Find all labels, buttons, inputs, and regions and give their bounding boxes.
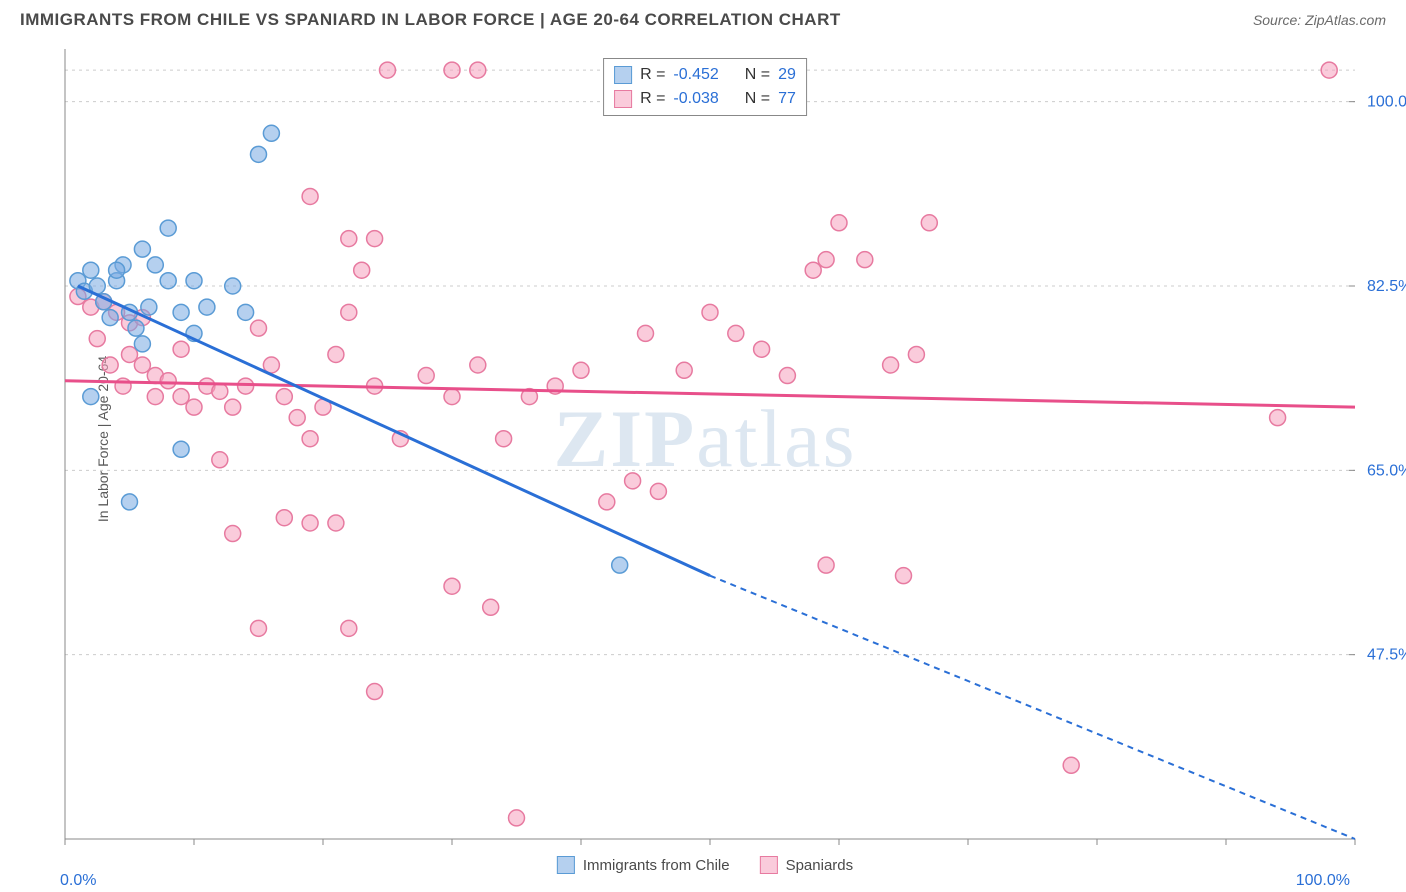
chart-header: IMMIGRANTS FROM CHILE VS SPANIARD IN LAB… — [0, 0, 1406, 36]
r-value: -0.452 — [673, 63, 718, 87]
r-label: R = — [640, 87, 665, 111]
legend-item-spaniards: Spaniards — [760, 856, 854, 874]
n-value: 29 — [778, 63, 796, 87]
svg-text:82.5%: 82.5% — [1367, 278, 1406, 295]
r-value: -0.038 — [673, 87, 718, 111]
chart-container: In Labor Force | Age 20-64 47.5%65.0%82.… — [50, 44, 1350, 834]
n-label: N = — [745, 87, 770, 111]
legend-swatch-chile — [614, 66, 632, 84]
n-value: 77 — [778, 87, 796, 111]
legend-label: Spaniards — [786, 857, 854, 874]
legend-swatch-chile-icon — [557, 856, 575, 874]
chart-title: IMMIGRANTS FROM CHILE VS SPANIARD IN LAB… — [20, 10, 841, 30]
plot-area: 47.5%65.0%82.5%100.0% ZIPatlas R = -0.45… — [60, 44, 1350, 834]
legend-item-chile: Immigrants from Chile — [557, 856, 730, 874]
scatter-chart-svg: 47.5% 65.0% 82.5% 100.0% — [60, 44, 1406, 849]
r-label: R = — [640, 63, 665, 87]
legend-swatch-spaniards-icon — [760, 856, 778, 874]
svg-text:65.0%: 65.0% — [1367, 462, 1406, 479]
legend-series: Immigrants from Chile Spaniards — [557, 856, 853, 874]
legend-swatch-spaniards — [614, 90, 632, 108]
x-label-max: 100.0% — [1296, 872, 1350, 890]
svg-text:100.0%: 100.0% — [1367, 94, 1406, 111]
x-label-min: 0.0% — [60, 872, 96, 890]
legend-row-spaniards: R = -0.038 N = 77 — [614, 87, 796, 111]
chart-source: Source: ZipAtlas.com — [1253, 12, 1386, 28]
n-label: N = — [745, 63, 770, 87]
legend-row-chile: R = -0.452 N = 29 — [614, 63, 796, 87]
legend-correlation: R = -0.452 N = 29 R = -0.038 N = 77 — [603, 58, 807, 116]
legend-label: Immigrants from Chile — [583, 857, 730, 874]
svg-text:47.5%: 47.5% — [1367, 647, 1406, 664]
